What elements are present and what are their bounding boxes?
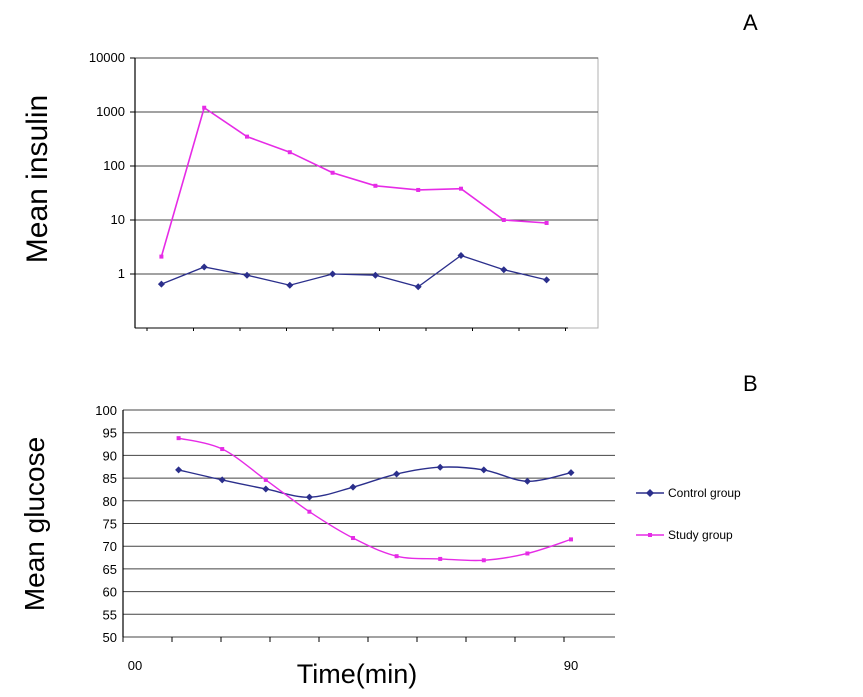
insulin-study-point	[544, 220, 549, 225]
insulin-study-point	[245, 134, 249, 139]
glucose-series	[175, 436, 575, 563]
glucose-study-point	[307, 509, 312, 514]
insulin-study-line	[160, 106, 547, 257]
legend-label-control: Control group	[668, 486, 741, 500]
legend: Control group Study group	[636, 486, 741, 542]
glucose-study-point	[525, 551, 530, 556]
glucose-y-tick-label: 85	[103, 471, 117, 486]
insulin-y-tick-label: 1000	[96, 104, 125, 119]
insulin-y-axis-title: Mean insulin	[21, 95, 54, 263]
glucose-study-point	[569, 537, 573, 542]
glucose-study-point	[351, 536, 355, 541]
insulin-study-point	[287, 150, 292, 155]
insulin-y-tick-label: 1	[118, 266, 125, 281]
glucose-control-point	[393, 470, 401, 478]
glucose-control-point	[262, 485, 270, 493]
insulin-study-point	[159, 254, 164, 259]
insulin-plot-frame	[134, 57, 599, 329]
glucose-control-point	[567, 469, 575, 477]
legend-entry-study: Study group	[636, 528, 733, 542]
glucose-study-point	[176, 436, 181, 441]
glucose-y-tick-label: 75	[103, 517, 117, 532]
insulin-axes	[130, 57, 568, 331]
glucose-control-point	[218, 476, 226, 484]
insulin-control-point	[243, 271, 251, 279]
glucose-axes	[122, 410, 565, 642]
glucose-y-tick-label: 100	[95, 403, 117, 418]
insulin-series	[157, 105, 551, 291]
glucose-control-point	[175, 466, 183, 474]
glucose-y-tick-label: 65	[103, 562, 117, 577]
panel-letter-a: A	[743, 10, 758, 35]
insulin-y-tick-label: 100	[103, 158, 125, 173]
glucose-x-tick-end: 90	[564, 658, 578, 673]
insulin-study-point	[459, 186, 463, 191]
insulin-control-point	[500, 266, 508, 274]
glucose-y-axis-title: Mean glucose	[19, 437, 50, 611]
glucose-control-point	[436, 463, 444, 471]
glucose-control-line	[178, 466, 572, 498]
legend-entry-control: Control group	[636, 486, 741, 500]
glucose-x-tick-start: 00	[128, 658, 142, 673]
insulin-control-point	[414, 283, 422, 291]
insulin-y-tick-labels: 1 10 100 1000 10000	[89, 50, 125, 281]
glucose-study-point	[263, 477, 268, 482]
glucose-y-tick-label: 70	[103, 539, 117, 554]
insulin-control-point	[457, 252, 465, 260]
insulin-control-point	[286, 281, 294, 289]
panel-letter-b: B	[743, 371, 758, 396]
insulin-study-point	[373, 183, 378, 188]
insulin-control-point	[157, 280, 165, 288]
glucose-y-tick-label: 95	[103, 426, 117, 441]
legend-label-study: Study group	[668, 528, 733, 542]
glucose-y-tick-labels: 50 55 60 65 70 75 80 85 90 95 100	[95, 403, 117, 645]
legend-marker-control	[646, 489, 654, 497]
insulin-gridlines	[135, 57, 598, 275]
glucose-y-tick-label: 90	[103, 448, 117, 463]
insulin-study-point	[416, 187, 421, 192]
glucose-control-point	[349, 483, 357, 491]
glucose-study-point	[220, 447, 225, 452]
insulin-control-line	[161, 254, 547, 288]
glucose-y-tick-label: 60	[103, 585, 117, 600]
insulin-control-point	[200, 263, 208, 271]
glucose-study-point	[394, 554, 399, 559]
glucose-control-point	[305, 493, 313, 501]
glucose-y-tick-label: 50	[103, 630, 117, 645]
insulin-study-point	[330, 170, 335, 175]
glucose-study-line	[178, 437, 572, 562]
insulin-chart: 1 10 100 1000 10000 A Mean insulin	[21, 10, 758, 331]
glucose-control-point	[480, 466, 488, 474]
insulin-control-point	[329, 270, 337, 278]
legend-marker-study	[648, 533, 652, 537]
glucose-chart: 50 55 60 65 70 75 80 85 90 95 100 B Mean glucose T…	[19, 371, 758, 689]
glucose-y-tick-label: 55	[103, 607, 117, 622]
glucose-x-axis-title: Time(min)	[297, 659, 418, 689]
glucose-gridlines	[123, 409, 615, 638]
insulin-y-tick-label: 10000	[89, 50, 125, 65]
glucose-study-point	[481, 558, 486, 563]
glucose-study-point	[438, 556, 443, 561]
insulin-study-point	[202, 105, 207, 110]
insulin-y-tick-label: 10	[111, 212, 125, 227]
insulin-control-point	[543, 276, 551, 284]
insulin-control-point	[371, 271, 379, 279]
insulin-study-point	[501, 218, 506, 222]
glucose-y-tick-label: 80	[103, 494, 117, 509]
glucose-control-point	[523, 477, 531, 485]
